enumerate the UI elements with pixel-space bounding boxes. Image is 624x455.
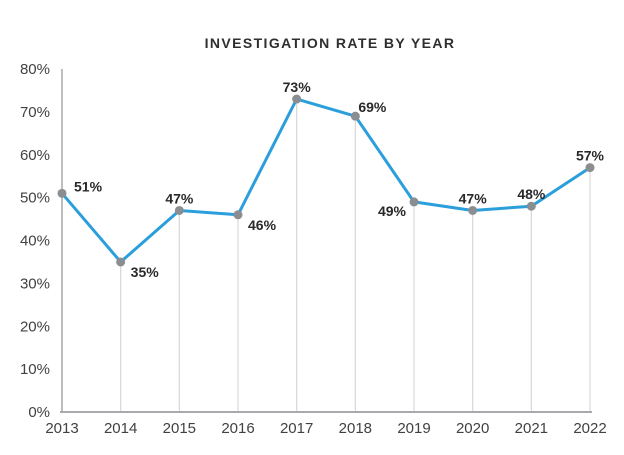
- data-label: 47%: [165, 190, 194, 206]
- y-tick-label: 50%: [20, 190, 50, 207]
- x-tick-label: 2019: [397, 420, 430, 437]
- x-tick-label: 2014: [104, 420, 137, 437]
- data-point-marker: [468, 205, 478, 215]
- y-axis-labels: 0% 10% 20% 30% 40% 50% 60% 70% 80%: [20, 61, 50, 421]
- y-tick-label: 40%: [20, 233, 50, 250]
- data-point-marker: [409, 197, 419, 207]
- y-tick-label: 70%: [20, 104, 50, 121]
- data-point-marker: [57, 188, 67, 198]
- data-label: 69%: [358, 99, 387, 115]
- data-label: 51%: [74, 178, 103, 194]
- x-tick-label: 2013: [45, 420, 78, 437]
- x-tick-label: 2018: [339, 420, 372, 437]
- y-tick-label: 30%: [20, 275, 50, 292]
- series-line: [60, 97, 592, 264]
- data-point-marker: [233, 210, 243, 220]
- x-tick-label: 2015: [163, 420, 196, 437]
- data-label: 35%: [131, 264, 160, 280]
- data-point-markers: [57, 94, 595, 267]
- data-label: 49%: [378, 203, 407, 219]
- data-point-marker: [292, 94, 302, 104]
- x-tick-label: 2021: [515, 420, 548, 437]
- x-tick-label: 2017: [280, 420, 313, 437]
- data-point-marker: [174, 205, 184, 215]
- data-point-marker: [526, 201, 536, 211]
- data-labels: 51% 35% 47% 46% 73% 69% 49% 47% 48% 57%: [74, 79, 605, 280]
- axes: [60, 69, 592, 413]
- drop-gridlines: [61, 101, 591, 411]
- y-tick-label: 80%: [20, 61, 50, 78]
- data-point-marker: [116, 257, 126, 267]
- data-label: 46%: [248, 217, 277, 233]
- data-label: 57%: [576, 148, 605, 164]
- y-tick-label: 60%: [20, 147, 50, 164]
- y-tick-label: 0%: [28, 404, 50, 421]
- data-point-marker: [350, 111, 360, 121]
- data-label: 73%: [283, 79, 312, 95]
- x-tick-label: 2022: [573, 420, 606, 437]
- x-tick-label: 2020: [456, 420, 489, 437]
- data-label: 48%: [517, 186, 546, 202]
- x-tick-label: 2016: [221, 420, 254, 437]
- y-tick-label: 10%: [20, 361, 50, 378]
- data-point-marker: [585, 163, 595, 173]
- x-axis-labels: 2013 2014 2015 2016 2017 2018 2019 2020 2021 2022: [45, 420, 606, 437]
- y-tick-label: 20%: [20, 318, 50, 335]
- chart-title: INVESTIGATION RATE BY YEAR: [205, 35, 456, 51]
- data-label: 47%: [459, 190, 488, 206]
